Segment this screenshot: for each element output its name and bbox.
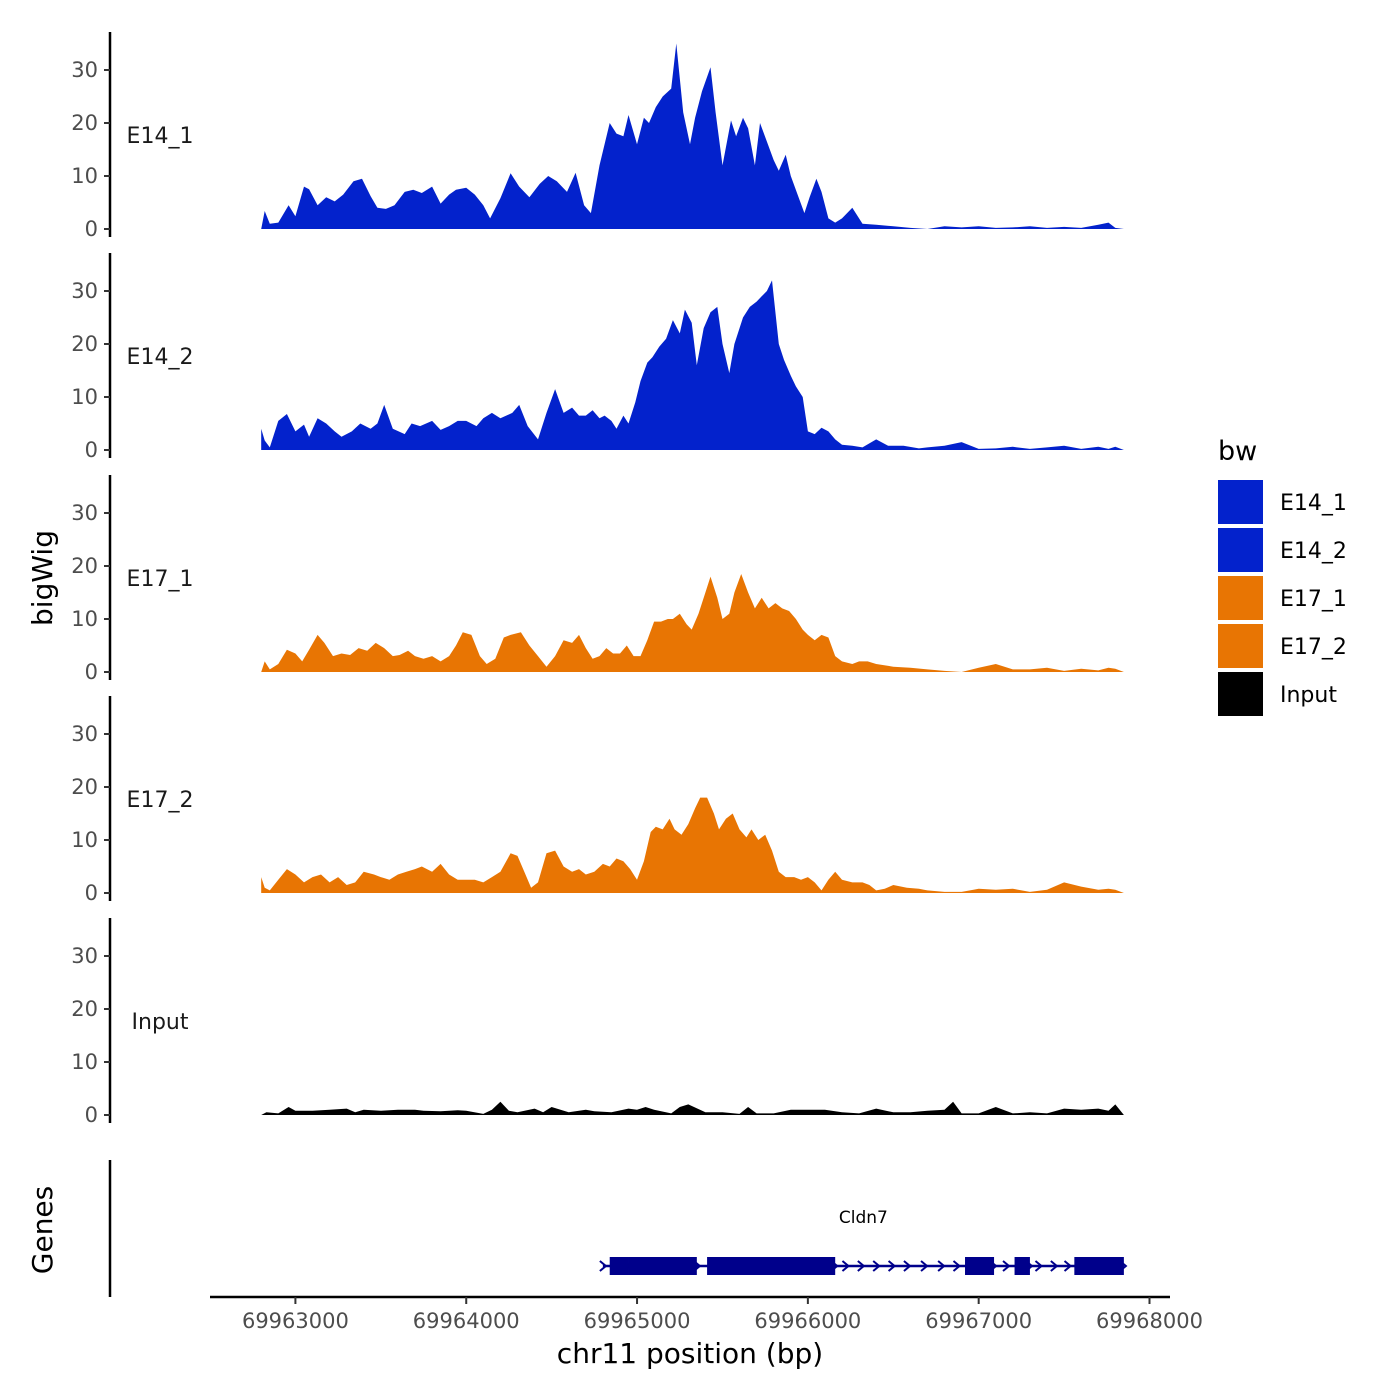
- coverage-area-E17_2: [261, 797, 1124, 893]
- gene-track: Cldn7: [108, 1160, 1128, 1297]
- strand-arrow: [841, 1260, 851, 1272]
- legend-item-E17_2: E17_2: [1218, 624, 1347, 668]
- legend-label: E17_2: [1280, 635, 1347, 660]
- strand-arrow: [1002, 1260, 1011, 1272]
- y-tick-label: 30: [71, 279, 98, 303]
- gene-exon: [1074, 1257, 1124, 1275]
- y-tick-label: 0: [85, 660, 98, 684]
- y-tick-label: 20: [71, 332, 98, 356]
- strand-arrow: [1063, 1260, 1073, 1272]
- y-axis-title: bigWig: [26, 530, 59, 626]
- y-tick-label: 10: [71, 385, 98, 409]
- legend-item-E17_1: E17_1: [1218, 576, 1347, 620]
- gene-exon: [609, 1257, 629, 1275]
- coverage-area-E14_2: [261, 280, 1124, 450]
- y-tick-label: 30: [71, 501, 98, 525]
- track-label-E14_1: E14_1: [127, 124, 194, 149]
- y-tick-label: 20: [71, 554, 98, 578]
- track-label-E17_1: E17_1: [127, 567, 194, 592]
- coverage-area-E17_1: [261, 574, 1124, 672]
- strand-arrow: [920, 1260, 929, 1272]
- gene-exon: [628, 1257, 697, 1275]
- track-panel-E17_2: 0 10 20 30 E17_2: [71, 696, 1124, 905]
- track-label-Input: Input: [132, 1010, 189, 1035]
- strand-arrow: [1119, 1260, 1128, 1272]
- strand-arrow: [830, 1260, 839, 1272]
- track-panel-E14_1: 0 10 20 30 E14_1: [71, 32, 1124, 241]
- legend-item-E14_1: E14_1: [1218, 480, 1347, 524]
- y-tick-label: 0: [85, 438, 98, 462]
- y-tick-label: 10: [71, 164, 98, 188]
- track-panel-Input: 0 10 20 30 Input: [71, 918, 1124, 1127]
- y-tick-label: 20: [71, 111, 98, 135]
- legend-swatch: [1218, 528, 1263, 572]
- strand-arrow: [1050, 1260, 1059, 1272]
- y-tick-label: 30: [71, 944, 98, 968]
- track-panel-E17_1: 0 10 20 30 E17_1: [71, 475, 1124, 684]
- track-panels: 0 10 20 30 E14_1 0 10 20 30 E14_2 0 10 20 30 E17_1 0 10 2…: [71, 32, 1124, 1127]
- legend-item-E14_2: E14_2: [1218, 528, 1347, 572]
- legend: bw E14_1 E14_2 E17_1 E17_2 Input: [1218, 436, 1347, 716]
- legend-swatch: [1218, 480, 1263, 524]
- legend-label: Input: [1280, 683, 1337, 708]
- strand-arrow: [937, 1260, 946, 1272]
- legend-title: bw: [1218, 436, 1257, 467]
- legend-item-Input: Input: [1218, 672, 1337, 716]
- y-tick-label: 10: [71, 828, 98, 852]
- x-tick-label: 69966000: [754, 1309, 861, 1333]
- x-tick-label: 69965000: [584, 1309, 691, 1333]
- y-tick-label: 20: [71, 997, 98, 1021]
- x-axis: 69963000 69964000 69965000 69966000 69967000…: [210, 1295, 1203, 1333]
- strand-arrow: [989, 1260, 998, 1272]
- gene-name-label: Cldn7: [839, 1208, 888, 1228]
- legend-swatch: [1218, 624, 1263, 668]
- y-tick-label: 20: [71, 775, 98, 799]
- track-label-E17_2: E17_2: [127, 788, 194, 813]
- legend-swatch: [1218, 672, 1263, 716]
- gene-exon: [965, 1257, 995, 1275]
- strand-arrow: [903, 1260, 912, 1272]
- y-tick-label: 30: [71, 58, 98, 82]
- legend-swatch: [1218, 576, 1263, 620]
- strand-arrow: [1025, 1260, 1034, 1272]
- strand-arrow: [1034, 1260, 1044, 1272]
- x-tick-label: 69964000: [413, 1309, 520, 1333]
- strand-arrow: [952, 1260, 962, 1272]
- strand-arrow: [887, 1260, 897, 1272]
- y-tick-label: 10: [71, 1050, 98, 1074]
- y-tick-label: 0: [85, 1103, 98, 1127]
- strand-arrow: [872, 1260, 881, 1272]
- x-axis-title: chr11 position (bp): [557, 1337, 823, 1370]
- gene-exon: [1014, 1257, 1030, 1275]
- strand-arrow: [692, 1260, 701, 1272]
- x-tick-label: 69968000: [1096, 1309, 1203, 1333]
- genes-track-title: Genes: [26, 1186, 59, 1274]
- y-tick-label: 0: [85, 881, 98, 905]
- legend-label: E14_1: [1280, 491, 1347, 516]
- legend-label: E17_1: [1280, 587, 1347, 612]
- coverage-area-Input: [261, 1101, 1124, 1115]
- strand-arrow: [599, 1260, 608, 1272]
- x-tick-label: 69967000: [925, 1309, 1032, 1333]
- y-tick-label: 10: [71, 607, 98, 631]
- y-tick-label: 0: [85, 217, 98, 241]
- strand-arrow: [857, 1260, 866, 1272]
- track-label-E14_2: E14_2: [127, 345, 194, 370]
- coverage-area-E14_1: [261, 43, 1124, 229]
- y-tick-label: 30: [71, 722, 98, 746]
- x-tick-label: 69963000: [242, 1309, 349, 1333]
- gene-exon: [707, 1257, 836, 1275]
- track-panel-E14_2: 0 10 20 30 E14_2: [71, 253, 1124, 462]
- legend-label: E14_2: [1280, 539, 1347, 564]
